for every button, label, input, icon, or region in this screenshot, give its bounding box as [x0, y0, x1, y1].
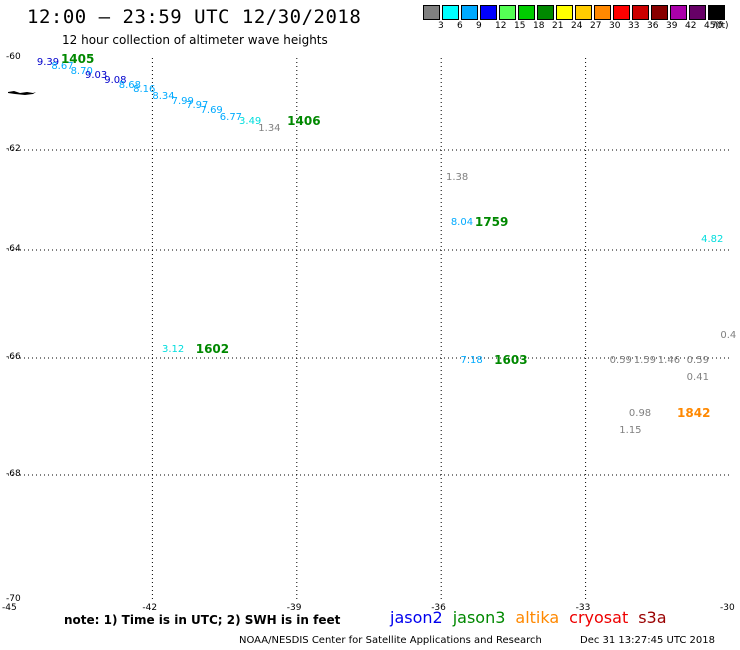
pass-time-label: 1603	[494, 352, 528, 367]
latitude-label: -60	[6, 52, 21, 62]
legend-label: 45	[704, 21, 716, 31]
land-fragment	[8, 91, 36, 95]
satellite-label: altika	[515, 608, 560, 627]
latitude-label: -64	[6, 244, 21, 254]
legend-label: 36	[647, 21, 659, 31]
wave-height-value: 7.69	[200, 104, 223, 116]
legend-swatch	[670, 5, 687, 20]
wave-height-value: 0.41	[686, 372, 709, 384]
wave-height-value: 8.04	[450, 216, 474, 228]
legend-swatch	[423, 5, 440, 20]
wave-height-value: 1.15	[619, 425, 642, 437]
legend-unit: (ft)	[715, 21, 729, 31]
footer-credit: NOAA/NESDIS Center for Satellite Applica…	[239, 635, 542, 646]
wave-height-value: 1.34	[258, 123, 281, 135]
satellite-label: cryosat	[569, 608, 629, 627]
legend-label: 9	[476, 21, 482, 31]
wave-height-value: 8.34	[152, 91, 175, 103]
legend-label: 18	[533, 21, 545, 31]
legend-swatch	[575, 5, 592, 20]
page-title: 12:00 – 23:59 UTC 12/30/2018	[27, 6, 362, 28]
legend-label: 6	[457, 21, 463, 31]
longitude-label: -36	[431, 603, 446, 613]
footer-note: note: 1) Time is in UTC; 2) SWH is in fe…	[64, 613, 341, 627]
legend-swatch	[594, 5, 611, 20]
wave-height-value: 3.12	[162, 343, 185, 355]
wave-height-value: 8.68	[118, 79, 141, 91]
wave-height-value: 1.59	[633, 354, 656, 366]
legend-label: 21	[552, 21, 564, 31]
wave-height-value: 4.82	[701, 234, 724, 245]
pass-time-label: 1759	[474, 214, 509, 229]
pass-time-label: 1842	[677, 405, 711, 420]
legend-swatch	[632, 5, 649, 20]
legend-swatch	[537, 5, 554, 20]
latitude-label: -70	[6, 594, 21, 604]
wave-height-value: 9.08	[104, 75, 127, 86]
legend-swatch	[499, 5, 516, 20]
legend-swatch	[613, 5, 630, 20]
longitude-label: -39	[286, 603, 302, 613]
legend-label: 24	[571, 21, 583, 31]
longitude-label: -30	[720, 603, 735, 613]
wave-height-value: 8.67	[51, 61, 74, 73]
wave-height-value: 9.39	[36, 56, 60, 68]
graticule	[8, 58, 730, 600]
wave-height-value: 7.18	[460, 354, 483, 366]
satellite-label: jason2	[390, 608, 443, 627]
wave-height-value: 7.97	[186, 100, 209, 112]
satellite-key: jason2 jason3 altika cryosat s3a	[390, 608, 677, 627]
latitude-label: -66	[6, 352, 21, 362]
legend-label: 15	[514, 21, 526, 31]
latitude-label: -68	[6, 469, 21, 479]
legend-swatch	[442, 5, 459, 20]
wave-height-value: 7.99	[171, 95, 194, 107]
latitude-label: -62	[6, 144, 21, 154]
legend-label: 12	[495, 21, 507, 31]
wave-height-value: 3.49	[239, 116, 262, 128]
legend-swatch	[651, 5, 668, 20]
wave-height-value: 8.16	[133, 84, 156, 96]
legend-swatch	[708, 5, 725, 20]
legend-swatch	[556, 5, 573, 20]
page-subtitle: 12 hour collection of altimeter wave hei…	[62, 33, 328, 47]
wave-height-value: 6.77	[219, 111, 243, 123]
legend-swatch	[518, 5, 535, 20]
legend-label: 70	[711, 21, 723, 31]
pass-time-label: 1405	[60, 52, 95, 67]
pass-time-label: 1602	[195, 341, 230, 356]
legend-label: 42	[685, 21, 697, 31]
legend-swatch	[480, 5, 497, 20]
footer-timestamp: Dec 31 13:27:45 UTC 2018	[580, 635, 715, 646]
wave-height-value: 0.4	[720, 330, 737, 342]
wave-height-value: 1.38	[446, 171, 469, 183]
satellite-label: jason3	[452, 608, 506, 627]
legend-label: 3	[438, 21, 444, 31]
legend-label: 30	[609, 21, 621, 31]
legend-swatch	[461, 5, 478, 20]
wave-height-value: 0.59	[609, 354, 632, 366]
longitude-label: -42	[142, 603, 158, 613]
longitude-label: -33	[575, 603, 591, 613]
legend-label: 33	[628, 21, 640, 31]
wave-height-value: 9.03	[85, 70, 108, 82]
legend-label: 27	[590, 21, 602, 31]
legend-swatch	[689, 5, 706, 20]
satellite-label: s3a	[638, 608, 667, 627]
pass-time-label: 1406	[287, 114, 321, 129]
legend-label: 39	[666, 21, 678, 31]
wave-height-value: 0.59	[686, 354, 709, 366]
wave-height-value: 1.46	[657, 354, 681, 366]
wave-height-value: 0.98	[628, 407, 652, 419]
longitude-label: -45	[2, 603, 17, 613]
wave-height-value: 8.70	[70, 65, 93, 77]
